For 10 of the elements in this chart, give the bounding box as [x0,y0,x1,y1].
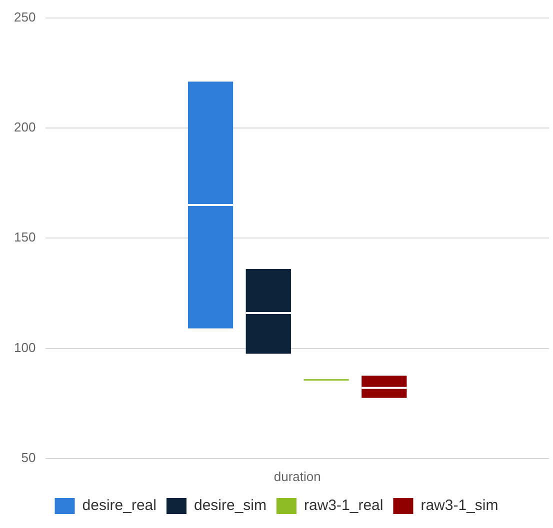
y-tick-label: 200 [14,120,36,135]
x-tick-label: duration [274,468,321,484]
legend-label: raw3-1_sim [420,497,498,514]
y-tick-label: 150 [14,230,36,245]
legend-label: raw3-1_real [304,497,384,514]
y-tick-label: 50 [21,450,36,465]
legend-label: desire_real [82,497,156,514]
y-tick-label: 250 [14,9,36,24]
y-tick-label: 100 [14,340,36,355]
legend-label: desire_sim [194,497,267,514]
